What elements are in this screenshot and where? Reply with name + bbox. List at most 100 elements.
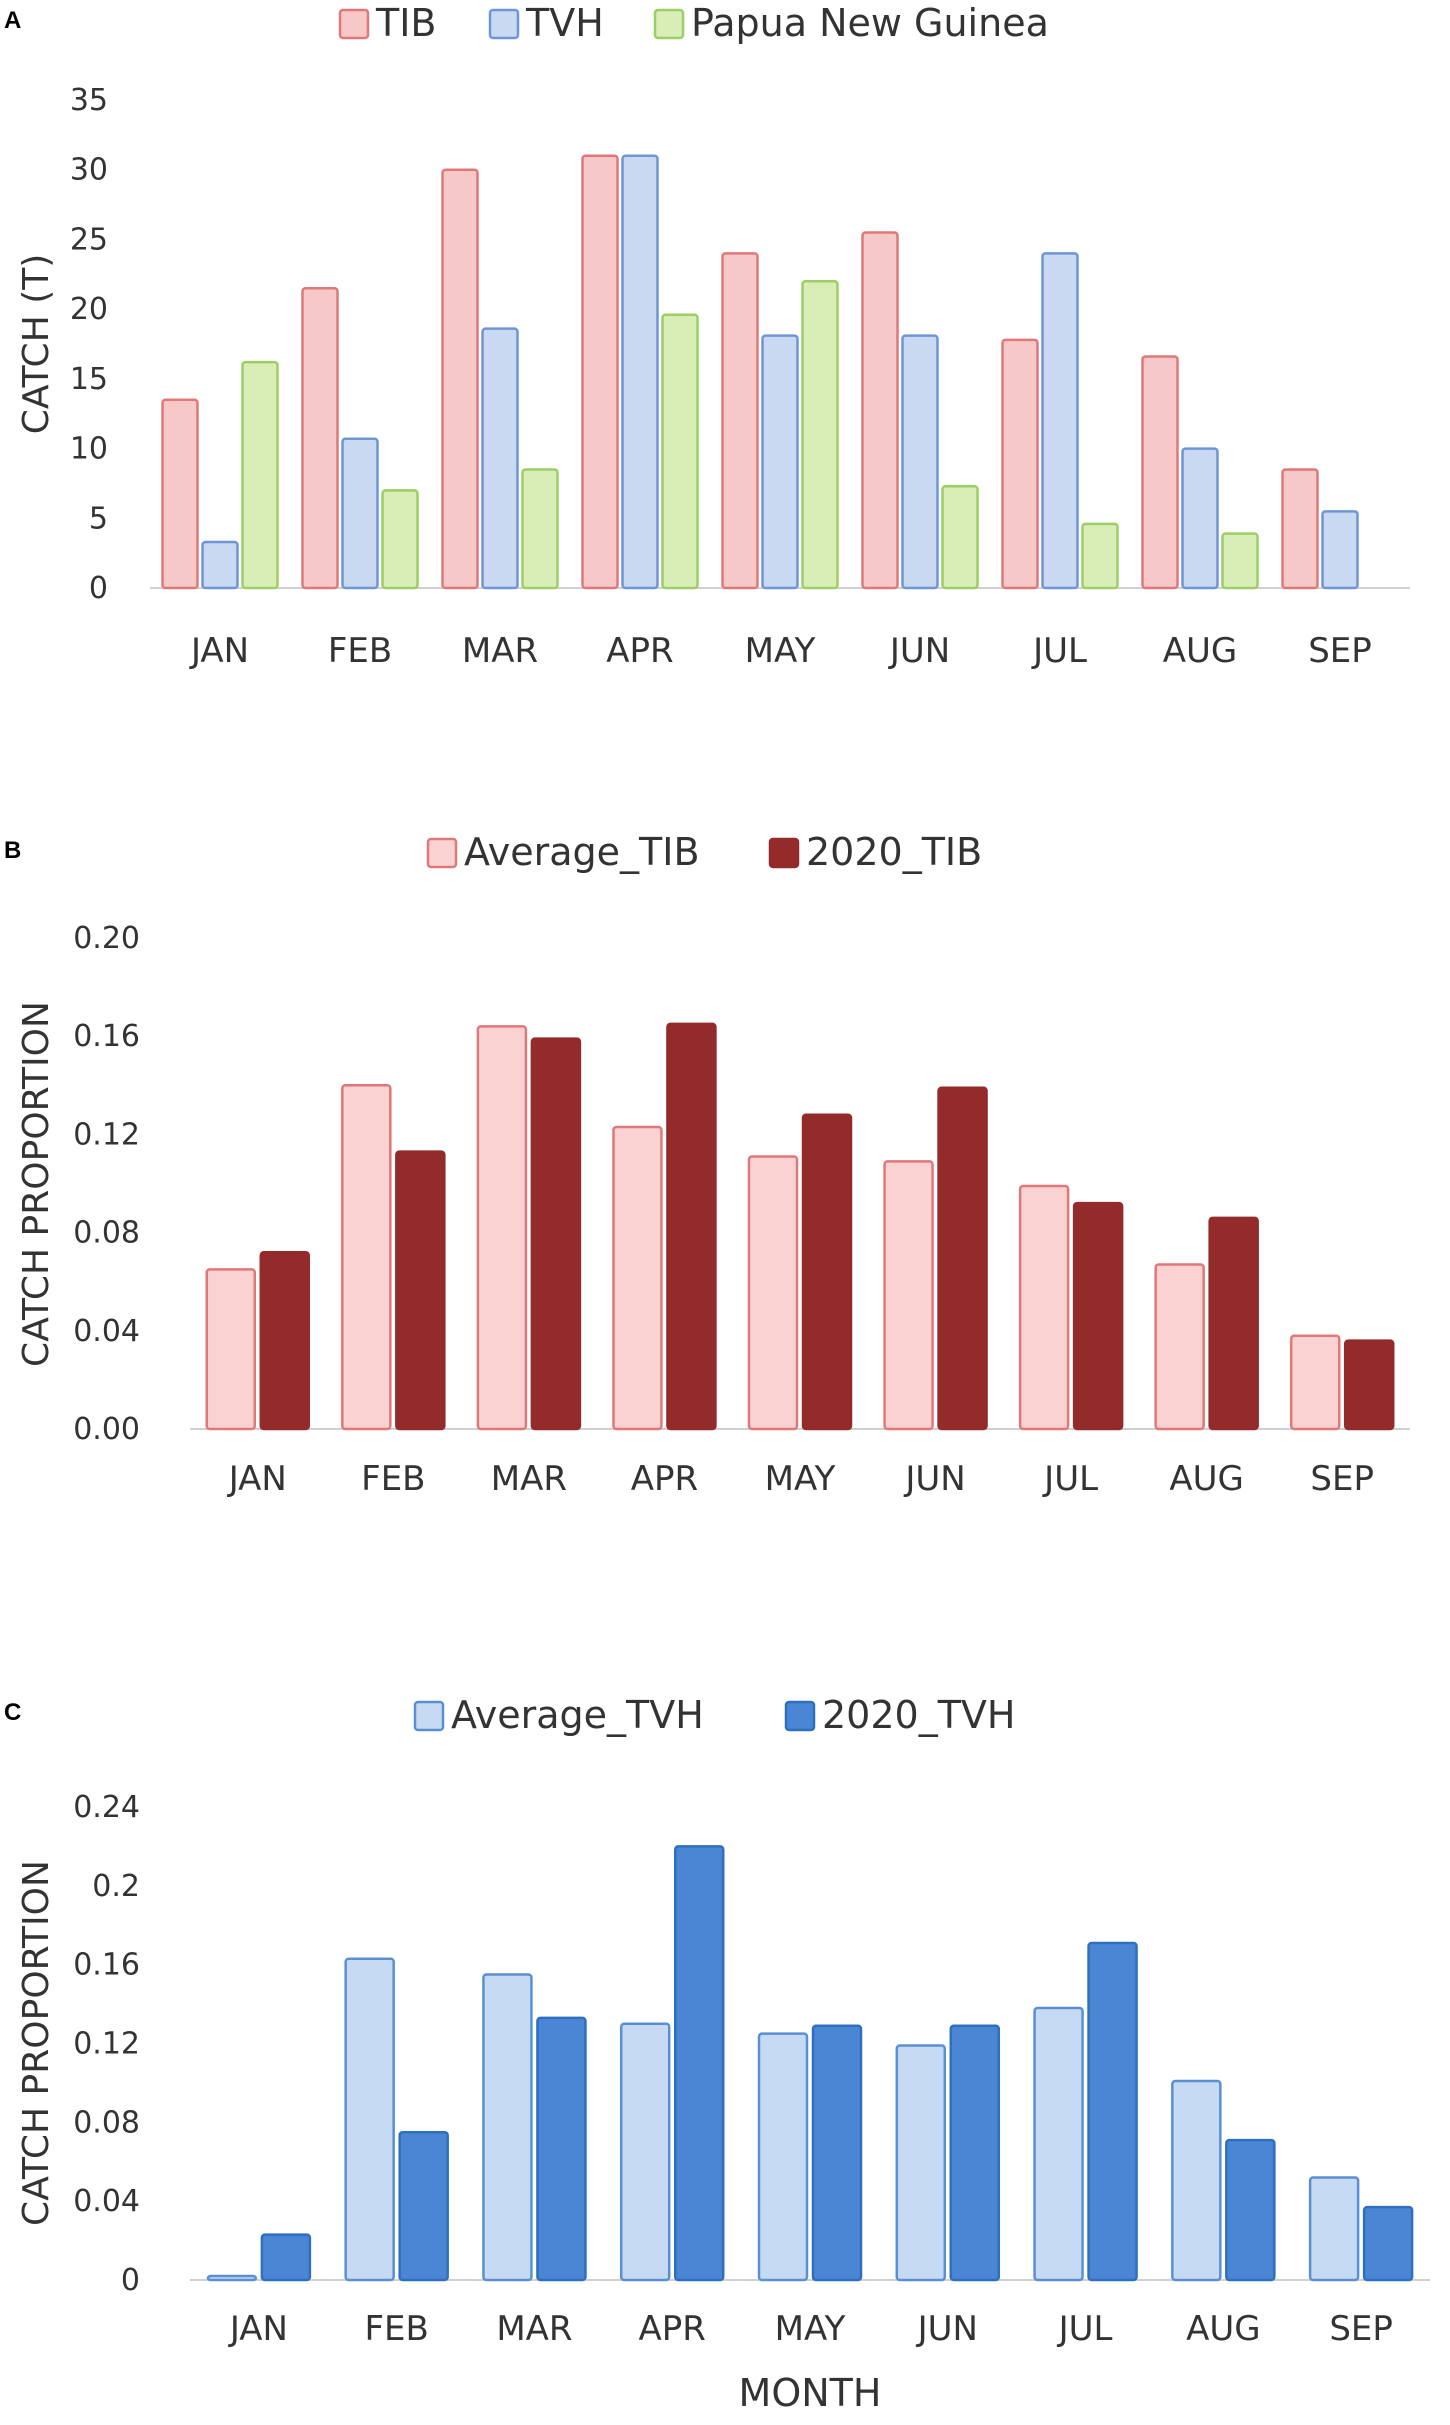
bar-tib-apr — [581, 154, 619, 590]
panel-a: A 0 5 10 15 20 25 30 35 JAN FEB MAR APR MAY JUN JUL AUG… — [4, 1, 1410, 671]
x-tick-label: FEB — [364, 2309, 428, 2349]
y-tick-label: 0.08 — [73, 2105, 140, 2140]
bar-tvh-jan — [201, 540, 239, 590]
bar-2020-tvh-mar — [536, 2016, 587, 2282]
bar-tvh-may — [761, 334, 799, 590]
x-tick-label: FEB — [328, 631, 392, 671]
legend-label: Average_TVH — [451, 1693, 704, 1737]
panel-c: C 0 0.04 0.08 0.12 0.16 0.2 0.24 JAN FEB MAR APR MA… — [4, 1693, 1430, 2415]
bar-tib-aug — [1141, 355, 1179, 590]
x-tick-label: JUN — [888, 631, 950, 671]
bar-tib-jun — [861, 231, 899, 590]
bar-average-tib-sep — [1289, 1334, 1341, 1431]
y-tick-label: 5 — [89, 501, 108, 536]
bar-average-tib-may — [747, 1155, 799, 1431]
bar-average-tvh-feb — [344, 1957, 395, 2282]
legend-swatch-2020-tvh — [784, 1700, 816, 1732]
bar-tib-mar — [441, 168, 479, 590]
x-tick-label: AUG — [1163, 631, 1238, 671]
x-tick-label: SEP — [1310, 1459, 1374, 1499]
bar-tvh-jun — [901, 334, 939, 590]
y-tick-label: 0.08 — [73, 1216, 140, 1251]
x-tick-label: APR — [639, 2309, 706, 2349]
x-axis-label: MONTH — [739, 2371, 882, 2415]
y-tick-label: 0.04 — [73, 2184, 140, 2219]
bar-average-tib-jun — [883, 1160, 934, 1431]
bar-tib-may — [721, 252, 759, 590]
bar-tib-jul — [1001, 338, 1039, 590]
legend-label: Average_TIB — [464, 830, 700, 874]
x-tick-label: JAN — [227, 1459, 287, 1499]
legend-label: 2020_TVH — [822, 1693, 1016, 1737]
bar-2020-tib-jun — [937, 1086, 988, 1431]
y-tick-label: 0.24 — [73, 1790, 140, 1825]
bar-2020-tvh-jun — [949, 2024, 1001, 2282]
bar-2020-tvh-jul — [1087, 1941, 1138, 2282]
bar-tib-feb — [301, 286, 339, 590]
bar-papua-new-guinea-jan — [241, 360, 279, 590]
x-tick-label: MAR — [496, 2309, 572, 2349]
bar-average-tvh-apr — [619, 2022, 671, 2282]
bar-2020-tib-mar — [530, 1037, 582, 1431]
bar-average-tib-jan — [205, 1268, 257, 1431]
bar-2020-tib-apr — [666, 1022, 717, 1431]
panel-b: B 0.00 0.04 0.08 0.12 0.16 0.20 JAN FEB MAR APR MA… — [4, 830, 1410, 1499]
bar-average-tib-aug — [1154, 1263, 1205, 1431]
y-tick-label: 0.00 — [73, 1412, 140, 1447]
bar-2020-tib-sep — [1343, 1339, 1395, 1431]
y-axis-label: CATCH (T) — [16, 254, 57, 435]
x-tick-label: SEP — [1308, 631, 1372, 671]
y-tick-label: 10 — [70, 432, 108, 467]
legend-label: TVH — [525, 1, 604, 45]
bar-2020-tib-jan — [259, 1250, 311, 1431]
bar-2020-tib-jul — [1072, 1201, 1124, 1431]
x-tick-label: MAR — [462, 631, 538, 671]
bar-2020-tvh-aug — [1225, 2138, 1276, 2282]
x-tick-label: JUL — [1057, 2309, 1113, 2349]
legend-swatch-average-tvh — [413, 1700, 445, 1732]
bar-2020-tib-may — [801, 1113, 853, 1431]
x-tick-label: JAN — [228, 2309, 288, 2349]
bar-papua-new-guinea-mar — [521, 468, 559, 590]
bar-tvh-apr — [621, 154, 659, 590]
y-tick-label: 0 — [89, 571, 108, 606]
y-tick-label: 0.12 — [73, 1117, 140, 1152]
bar-tib-sep — [1281, 468, 1319, 590]
y-tick-label: 0.2 — [92, 1869, 140, 1904]
bar-average-tib-apr — [612, 1125, 663, 1431]
x-tick-label: MAY — [745, 631, 816, 671]
x-tick-label: SEP — [1329, 2309, 1393, 2349]
x-tick-label: MAR — [491, 1459, 567, 1499]
y-tick-label: 0.12 — [73, 2027, 140, 2062]
legend-swatch-2020-tib — [768, 837, 800, 869]
x-tick-label: AUG — [1186, 2309, 1261, 2349]
bar-papua-new-guinea-jun — [941, 484, 979, 590]
bar-2020-tib-feb — [395, 1150, 446, 1431]
panel-letter-b: B — [4, 837, 21, 864]
x-tick-label: JUN — [916, 2309, 978, 2349]
y-tick-label: 30 — [70, 153, 108, 188]
bar-2020-tvh-may — [811, 2024, 863, 2282]
bar-average-tvh-jan — [206, 2274, 258, 2282]
x-tick-label: APR — [631, 1459, 698, 1499]
bar-tib-jan — [161, 398, 199, 590]
x-tick-label: AUG — [1169, 1459, 1244, 1499]
panel-letter-c: C — [4, 1699, 21, 1726]
legend-swatch-tib — [338, 8, 370, 40]
bar-tvh-sep — [1321, 510, 1359, 590]
x-tick-label: JUL — [1042, 1459, 1098, 1499]
bar-average-tvh-jun — [895, 2044, 947, 2282]
x-tick-label: JUN — [903, 1459, 965, 1499]
y-tick-label: 0.20 — [73, 921, 140, 956]
bar-average-tvh-sep — [1308, 2176, 1360, 2282]
bar-average-tib-jul — [1018, 1184, 1070, 1431]
legend-label: TIB — [375, 1, 437, 45]
bar-average-tvh-mar — [482, 1973, 533, 2282]
y-tick-label: 0.16 — [73, 1948, 140, 1983]
y-axis-label: CATCH PROPORTION — [16, 1001, 57, 1367]
bar-tvh-feb — [341, 437, 379, 590]
bar-tvh-jul — [1041, 252, 1079, 590]
legend-swatch-tvh — [488, 8, 520, 40]
